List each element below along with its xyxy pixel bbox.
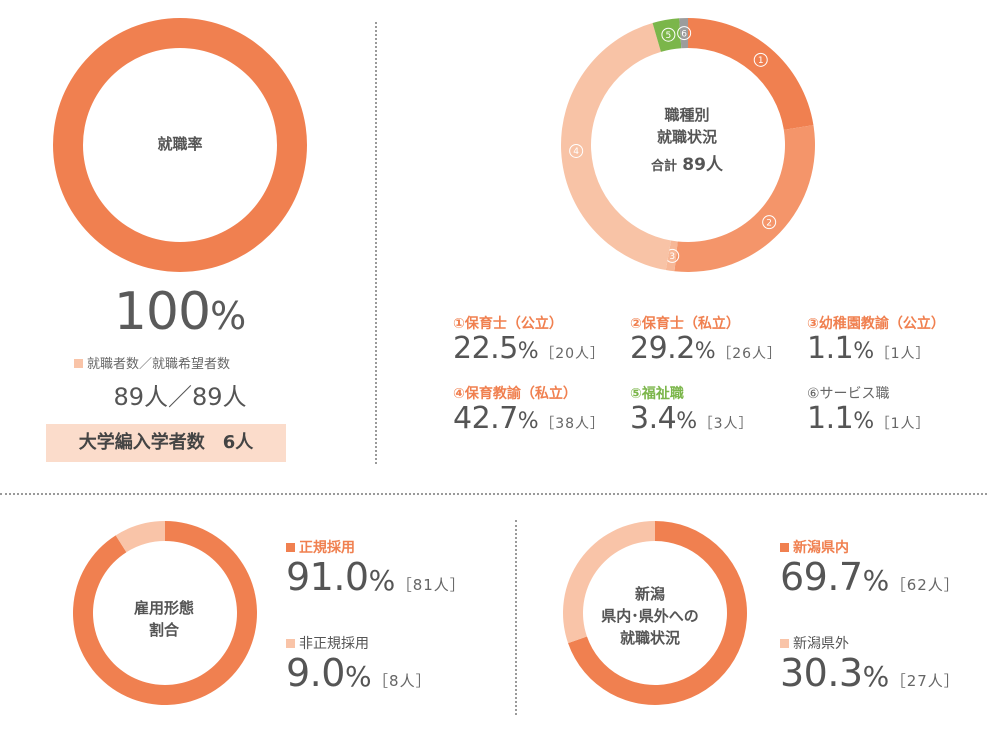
ratio-label: 就職者数／就職希望者数 (74, 353, 294, 372)
employment-form-legend-marker-2 (286, 638, 295, 648)
employment-form-legend-value-1: 91.0% ［81人］ (286, 555, 466, 599)
job-type-total-label: 合計 (651, 159, 678, 174)
svg-text:1: 1 (758, 56, 764, 66)
job-type-badge-1: 1 (753, 52, 768, 67)
svg-text:4: 4 (573, 147, 579, 157)
niigata-center-label: 新潟 県内･県外への 就職状況 (580, 583, 720, 649)
job-type-legend-value-2: 29.2% ［26人］ (630, 331, 783, 366)
svg-text:6: 6 (681, 29, 687, 39)
niigata-center-line3: 就職状況 (619, 629, 680, 647)
employment-form-legend-title-2: 非正規採用 (286, 633, 369, 653)
svg-text:5: 5 (666, 31, 672, 41)
employment-form-legend-value-2: 9.0% ［8人］ (286, 651, 432, 695)
employment-form-center-line1: 雇用形態 (133, 599, 194, 617)
niigata-legend-title-1: 新潟県内 (780, 537, 849, 557)
ratio-label-marker (74, 359, 83, 368)
ratio-value: 89人／89人 (113, 383, 247, 411)
niigata-legend-title-2: 新潟県外 (780, 633, 849, 653)
niigata-center-line2: 県内･県外への (601, 607, 699, 625)
job-type-legend-value-3: 1.1% ［1人］ (807, 331, 931, 366)
job-type-slice-6 (679, 18, 688, 49)
divider-vertical-top (375, 22, 377, 464)
job-type-center-line1: 職種別 (664, 106, 710, 124)
transfer-box: 大学編入学者数 6人 (46, 424, 286, 462)
employment-form-legend-marker-1 (286, 542, 295, 552)
job-type-badge-5: 5 (661, 27, 676, 42)
svg-text:3: 3 (669, 252, 675, 262)
job-type-legend-value-5: 3.4% ［3人］ (630, 401, 754, 436)
job-type-slice-2 (674, 125, 815, 273)
employment-rate-value: 100% (100, 282, 260, 342)
divider-horizontal (0, 493, 987, 495)
job-type-legend-title-3: ③幼稚園教諭（公立） (807, 316, 945, 332)
job-type-total-value: 89人 (682, 155, 723, 175)
niigata-legend-value-2: 30.3% ［27人］ (780, 651, 960, 695)
job-type-slice-5 (652, 18, 682, 52)
employment-rate-unit: % (210, 294, 247, 338)
job-type-legend-value-6: 1.1% ［1人］ (807, 401, 931, 436)
niigata-legend-marker-2 (780, 638, 789, 648)
niigata-legend-marker-1 (780, 542, 789, 552)
job-type-badge-2: 2 (762, 215, 777, 230)
employment-form-legend-title-1: 正規採用 (286, 537, 355, 557)
employment-rate-number: 100 (113, 282, 211, 342)
job-type-legend-title-2: ②保育士（私立） (630, 316, 740, 332)
niigata-slice-2 (563, 521, 655, 644)
employment-rate-center-label: 就職率 (157, 135, 203, 153)
ratio-label-text: 就職者数／就職希望者数 (87, 357, 231, 372)
job-type-legend-title-6: ⑥サービス職 (807, 386, 890, 402)
job-type-legend-title-5: ⑤福祉職 (630, 386, 684, 402)
job-type-total: 合計 89人 (627, 154, 747, 178)
job-type-badge-6: 6 (677, 26, 692, 41)
svg-text:2: 2 (766, 218, 772, 228)
employment-form-slice-2 (115, 521, 165, 553)
job-type-center-line2: 就職状況 (656, 128, 717, 146)
job-type-legend-title-4: ④保育教諭（私立） (453, 386, 577, 402)
employment-form-center-line2: 割合 (148, 621, 179, 639)
employment-form-center-label: 雇用形態 割合 (104, 597, 224, 641)
divider-vertical-bottom (515, 520, 517, 715)
transfer-text: 大学編入学者数 6人 (78, 432, 254, 453)
job-type-legend-value-1: 22.5% ［20人］ (453, 331, 606, 366)
job-type-legend-title-1: ①保育士（公立） (453, 316, 563, 332)
niigata-center-line1: 新潟 (634, 585, 665, 603)
job-type-slice-3 (665, 240, 678, 272)
job-type-legend-value-4: 42.7% ［38人］ (453, 401, 606, 436)
niigata-legend-value-1: 69.7% ［62人］ (780, 555, 960, 599)
job-type-slice-1 (688, 18, 814, 130)
job-type-badge-4: 4 (569, 143, 584, 158)
job-type-center-label: 職種別 就職状況 合計 89人 (627, 104, 747, 178)
job-type-slice-4 (561, 23, 672, 271)
